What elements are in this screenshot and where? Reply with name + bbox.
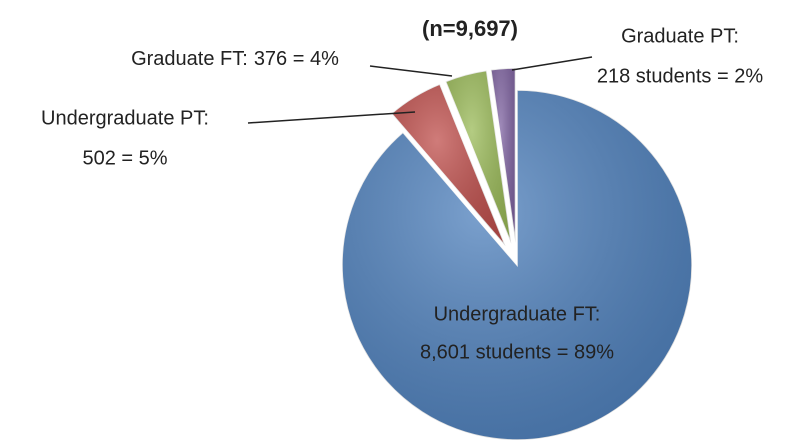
category-label: Graduate PT: xyxy=(621,25,739,47)
value-label: 8,601 students = 89% xyxy=(420,341,614,363)
chart-subtitle: (n=9,697) xyxy=(422,16,518,41)
leader-line xyxy=(247,111,416,124)
leader-line xyxy=(369,65,453,77)
category-label: Graduate FT: xyxy=(131,48,248,70)
value-label: 502 = 5% xyxy=(82,147,167,169)
category-label: Undergraduate PT: xyxy=(41,107,209,129)
leader-lines xyxy=(247,56,593,124)
pie xyxy=(341,67,693,441)
slice-label: Graduate FT: 376 = 4% xyxy=(131,48,339,70)
value-label: 376 = 4% xyxy=(254,48,339,70)
pie-slice xyxy=(341,89,693,441)
value-label: 218 students = 2% xyxy=(597,65,763,87)
category-label: Undergraduate FT: xyxy=(434,303,601,325)
leader-line xyxy=(511,56,593,71)
